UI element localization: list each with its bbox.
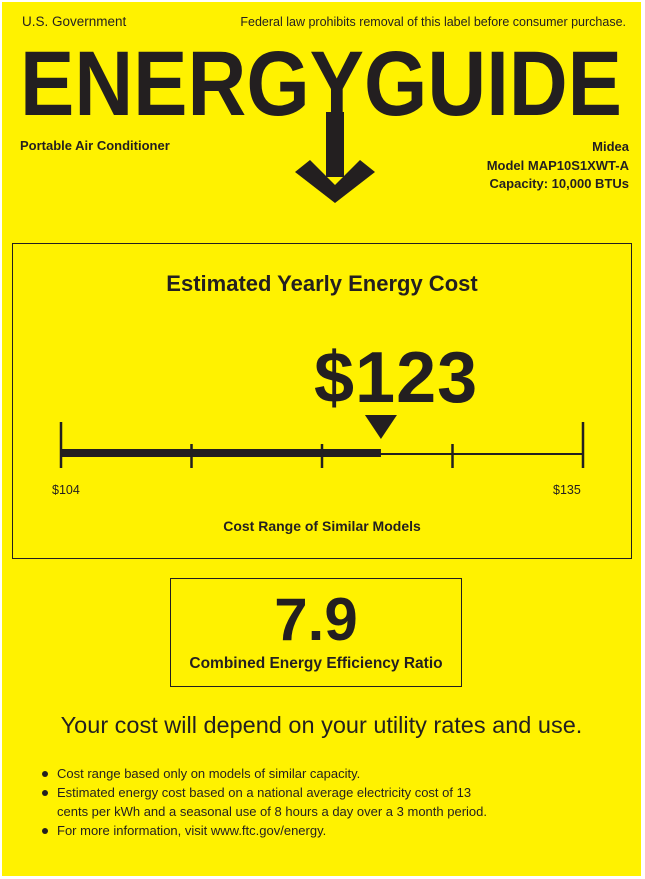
- efficiency-label: Combined Energy Efficiency Ratio: [189, 655, 443, 672]
- product-info: Midea Model MAP10S1XWT-A Capacity: 10,00…: [487, 138, 629, 194]
- cost-marker-icon: [364, 415, 397, 439]
- bullet-text: Cost range based only on models of simil…: [57, 766, 361, 781]
- brand: Midea: [592, 139, 629, 154]
- logo-title: ENERGYGUIDE: [20, 33, 622, 135]
- scale-tick: [190, 444, 193, 468]
- efficiency-box: [170, 578, 462, 687]
- range-caption: Cost Range of Similar Models: [223, 518, 421, 534]
- cost-statement: Your cost will depend on your utility ra…: [60, 712, 583, 738]
- scale-tick: [59, 422, 63, 468]
- bullet-continuation: cents per kWh and a seasonal use of 8 ho…: [57, 804, 487, 819]
- cost-range-scale: [59, 415, 585, 468]
- scale-tick: [581, 422, 585, 468]
- scale-tick: [451, 444, 454, 468]
- energyguide-logo: ENERGYGUIDE: [20, 33, 622, 203]
- scale-fill: [61, 449, 381, 457]
- bullet-text: Estimated energy cost based on a nationa…: [57, 785, 472, 800]
- scale-tick: [320, 444, 324, 468]
- capacity: Capacity: 10,000 BTUs: [489, 176, 629, 191]
- model: Model MAP10S1XWT-A: [486, 157, 629, 173]
- efficiency-value: 7.9: [274, 586, 358, 653]
- bullet-item: Estimated energy cost based on a nationa…: [42, 785, 471, 800]
- product-type: Portable Air Conditioner: [20, 138, 170, 153]
- cost-heading: Estimated Yearly Energy Cost: [166, 271, 478, 296]
- bullet-item: Cost range based only on models of simil…: [42, 766, 360, 781]
- range-min-label: $104: [52, 483, 80, 497]
- bullet-item: For more information, visit www.ftc.gov/…: [42, 823, 326, 838]
- yearly-cost-box: [12, 243, 632, 559]
- government-text: U.S. Government: [22, 14, 127, 29]
- range-max-label: $135: [553, 483, 581, 497]
- bullet-text: For more information, visit www.ftc.gov/…: [57, 823, 327, 838]
- cost-value: $123: [314, 338, 479, 418]
- arrow-down-icon: [295, 112, 375, 203]
- removal-notice: Federal law prohibits removal of this la…: [240, 15, 626, 29]
